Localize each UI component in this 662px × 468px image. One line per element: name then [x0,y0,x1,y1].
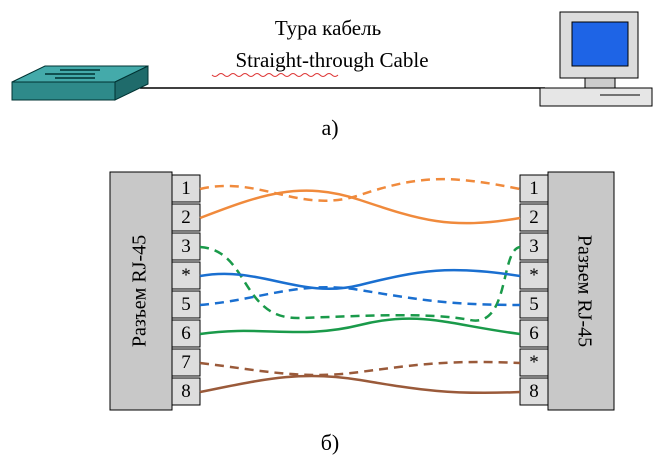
pin-box [171,348,201,377]
pin-label: 6 [529,323,539,344]
pin-box [519,261,549,290]
pin-label: 8 [181,381,191,402]
pin-box [171,232,201,261]
pin-box [171,203,201,232]
pin-label: 1 [529,178,539,199]
pin-box [519,174,549,203]
pin-box [171,290,201,319]
pin-box [519,203,549,232]
pin-label: 2 [181,207,191,228]
pin-label: 5 [529,294,539,315]
pin-label: * [529,265,539,286]
pin-label: 5 [181,294,191,315]
pin-label: * [529,352,539,373]
pin-label: * [181,265,191,286]
pin-label: 2 [529,207,539,228]
wires [199,177,521,395]
spell-underline [211,73,339,77]
left-connector-label: Разъем RJ-45 [129,235,151,347]
switch-icon [11,65,149,101]
pin-label: 7 [181,352,191,373]
pin-label: 6 [181,323,191,344]
caption-b: б) [321,430,340,455]
pin-label: 8 [529,381,539,402]
pin-box [519,290,549,319]
pin-box [519,232,549,261]
pin-label: 1 [181,178,191,199]
caption-a: а) [321,115,338,140]
cable-subtitle: Straight-through Cable [235,48,428,72]
pin-box [171,261,201,290]
right-connector-label: Разъем RJ-45 [573,235,595,347]
right-connector [547,171,615,411]
pin-label: 3 [181,236,191,257]
computer-icon [539,11,653,107]
pin-box [519,377,549,406]
cable-title: Тура кабель [275,16,381,40]
pin-label: 3 [529,236,539,257]
left-connector [109,171,173,411]
